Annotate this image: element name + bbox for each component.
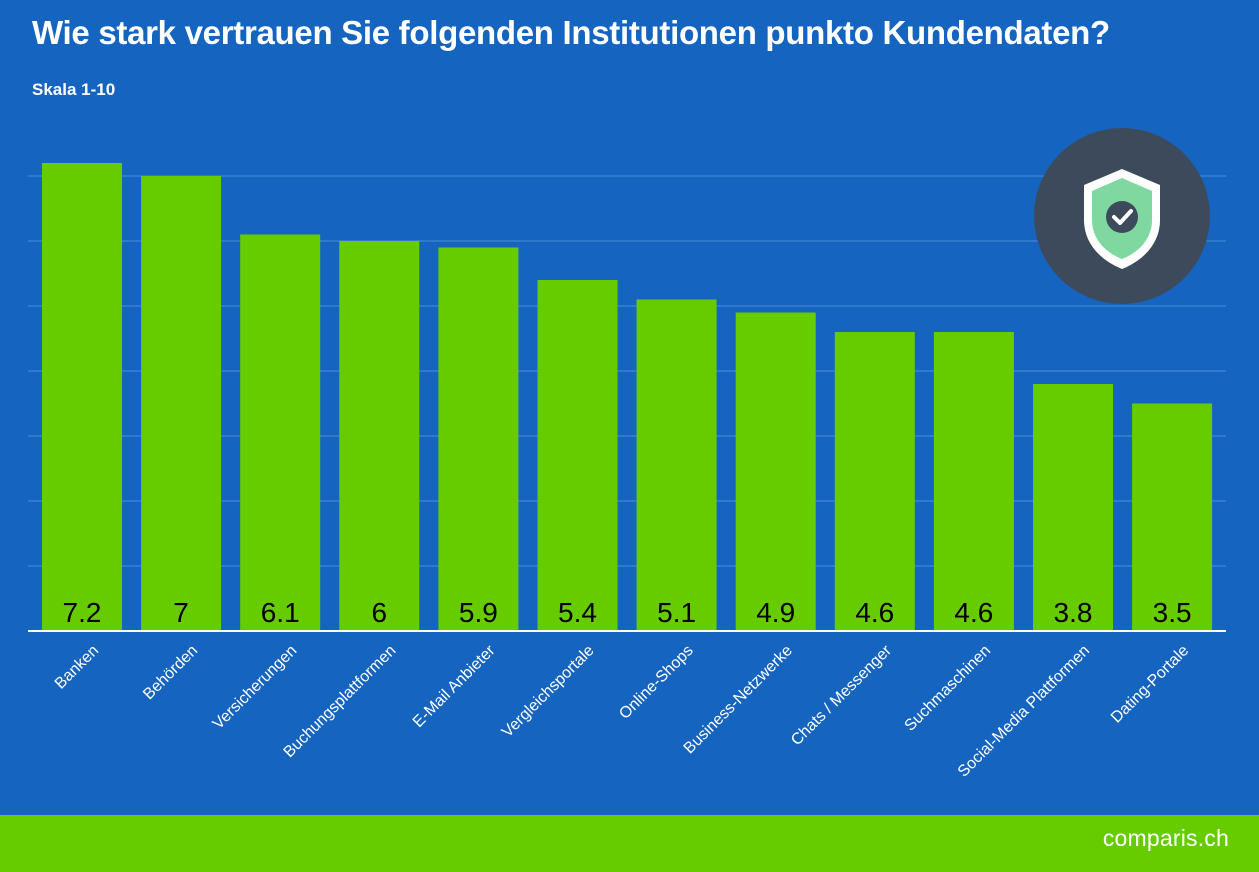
bar	[735, 312, 816, 631]
data-label: 4.9	[756, 597, 795, 628]
chart-subtitle: Skala 1-10	[32, 80, 116, 99]
bar	[141, 176, 222, 631]
chart-title: Wie stark vertrauen Sie folgenden Instit…	[32, 14, 1110, 51]
x-tick-label: Behörden	[140, 642, 201, 703]
x-tick-label: E-Mail Anbieter	[410, 642, 499, 731]
bar	[438, 247, 519, 631]
data-label: 5.4	[558, 597, 597, 628]
bar	[636, 299, 717, 631]
data-label: 6	[372, 597, 388, 628]
brand-logo: comparis.ch	[1102, 825, 1229, 851]
data-label: 6.1	[261, 597, 300, 628]
data-label: 3.8	[1054, 597, 1093, 628]
bar	[834, 332, 915, 631]
x-tick-label: Business-Netzwerke	[681, 642, 796, 757]
bar	[1033, 384, 1113, 631]
x-tick-label: Suchmaschinen	[902, 642, 995, 735]
data-label: 4.6	[954, 597, 993, 628]
bar	[537, 280, 618, 631]
x-tick-label: Dating-Portale	[1108, 642, 1192, 726]
bar	[1132, 403, 1213, 631]
x-tick-label: Vergleichsportale	[499, 642, 598, 741]
data-label: 5.1	[657, 597, 696, 628]
x-tick-label: Online-Shops	[616, 642, 697, 723]
data-label: 7	[173, 597, 189, 628]
shield-check-icon	[1034, 128, 1210, 304]
x-tick-label: Chats / Messenger	[788, 642, 895, 749]
x-tick-label: Buchungsplattformen	[281, 642, 400, 761]
x-tick-label: Banken	[52, 642, 102, 692]
data-label: 5.9	[459, 597, 498, 628]
bar	[933, 332, 1014, 631]
data-label: 3.5	[1153, 597, 1192, 628]
bar	[240, 234, 321, 631]
bar	[339, 241, 420, 631]
data-label: 7.2	[63, 597, 102, 628]
bar	[42, 163, 122, 631]
bar-chart: 7.2 Banken 7 Behörden 6.1 Versicherungen 6 Buch…	[28, 163, 1226, 781]
x-tick-label: Versicherungen	[210, 642, 301, 733]
footer-bar: comparis.ch	[0, 815, 1259, 872]
data-label: 4.6	[855, 597, 894, 628]
